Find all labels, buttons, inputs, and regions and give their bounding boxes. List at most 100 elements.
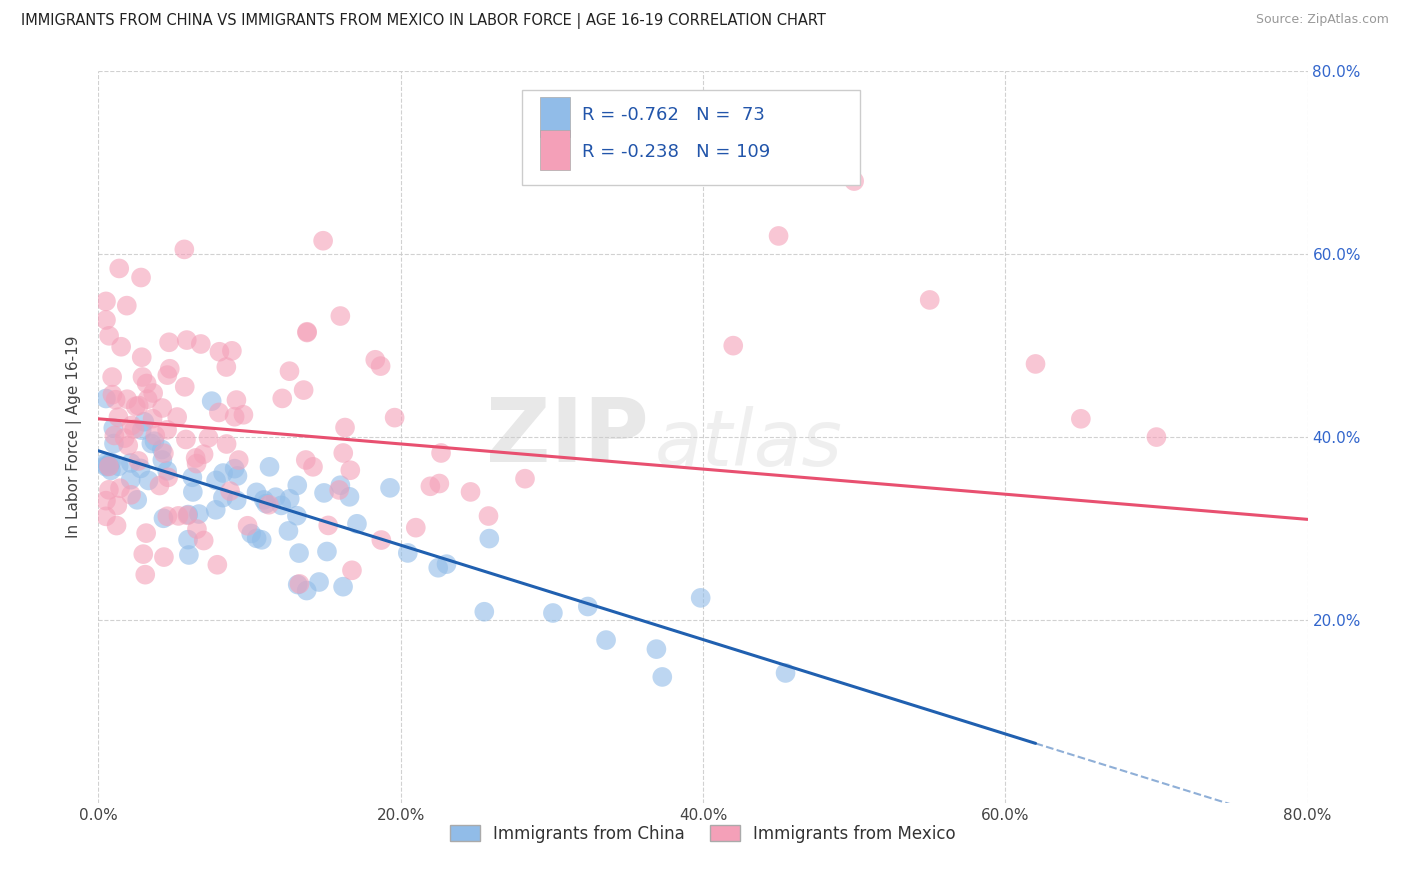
Point	[129, 461, 152, 475]
Point	[108, 481, 131, 495]
Point	[138, 474, 160, 488]
Point	[478, 532, 501, 546]
Point	[332, 580, 354, 594]
Point	[143, 428, 166, 442]
Point	[197, 431, 219, 445]
Point	[396, 546, 419, 560]
Point	[245, 485, 267, 500]
Point	[176, 508, 198, 523]
Point	[153, 446, 176, 460]
Text: R = -0.238   N = 109: R = -0.238 N = 109	[582, 143, 770, 161]
Bar	[522, 89, 860, 185]
Point	[427, 560, 450, 574]
Point	[278, 491, 301, 506]
Point	[107, 459, 129, 474]
Point	[645, 642, 668, 657]
Point	[150, 442, 173, 457]
Point	[131, 350, 153, 364]
Point	[689, 591, 711, 605]
Point	[94, 509, 117, 524]
Point	[94, 458, 117, 472]
Point	[177, 533, 200, 547]
Point	[226, 468, 249, 483]
Point	[177, 548, 200, 562]
Point	[167, 508, 190, 523]
Point	[120, 473, 142, 487]
Point	[215, 437, 238, 451]
Point	[120, 488, 142, 502]
Point	[107, 410, 129, 425]
Point	[125, 400, 148, 414]
Point	[339, 463, 361, 477]
Point	[405, 521, 427, 535]
Point	[101, 387, 124, 401]
Point	[430, 446, 453, 460]
Point	[384, 410, 406, 425]
Point	[173, 380, 195, 394]
Point	[328, 483, 350, 497]
Point	[98, 459, 121, 474]
Point	[295, 583, 318, 598]
Point	[132, 547, 155, 561]
Point	[127, 492, 149, 507]
Point	[472, 605, 495, 619]
Point	[156, 464, 179, 478]
Point	[250, 533, 273, 547]
Point	[124, 422, 146, 436]
Point	[257, 498, 280, 512]
Point	[332, 446, 354, 460]
Point	[104, 392, 127, 407]
Point	[292, 383, 315, 397]
Point	[135, 526, 157, 541]
Point	[219, 484, 242, 499]
Point	[152, 511, 174, 525]
Point	[156, 368, 179, 383]
Point	[316, 518, 339, 533]
Point	[121, 418, 143, 433]
Point	[94, 459, 117, 474]
Point	[181, 485, 204, 500]
Point	[190, 337, 212, 351]
Text: ZIP: ZIP	[486, 393, 648, 481]
Point	[225, 393, 247, 408]
Point	[295, 326, 318, 340]
Point	[270, 499, 292, 513]
Point	[278, 364, 301, 378]
Point	[141, 436, 163, 450]
Point	[288, 546, 311, 560]
Point	[100, 463, 122, 477]
Point	[108, 261, 131, 276]
Point	[768, 229, 790, 244]
Point	[294, 453, 316, 467]
Point	[127, 454, 149, 468]
Point	[181, 470, 204, 484]
Point	[215, 359, 238, 374]
Point	[212, 491, 235, 505]
Point	[159, 361, 181, 376]
Point	[212, 466, 235, 480]
Point	[103, 436, 125, 450]
Point	[254, 497, 277, 511]
Point	[193, 447, 215, 461]
Point	[339, 490, 361, 504]
Point	[186, 457, 208, 471]
Point	[918, 293, 941, 307]
Point	[153, 550, 176, 565]
Point	[295, 325, 318, 339]
Point	[224, 409, 246, 424]
Point	[117, 438, 139, 452]
Point	[378, 481, 401, 495]
Point	[105, 499, 128, 513]
Point	[329, 478, 352, 492]
Point	[100, 455, 122, 469]
Bar	[540, 130, 569, 170]
Point	[103, 428, 125, 442]
Point	[723, 338, 745, 352]
Y-axis label: In Labor Force | Age 16-19: In Labor Force | Age 16-19	[66, 335, 83, 539]
Point	[120, 456, 142, 470]
Point	[221, 343, 243, 358]
Point	[288, 577, 311, 591]
Point	[370, 533, 392, 547]
Point	[513, 472, 536, 486]
Text: Source: ZipAtlas.com: Source: ZipAtlas.com	[1256, 13, 1389, 27]
